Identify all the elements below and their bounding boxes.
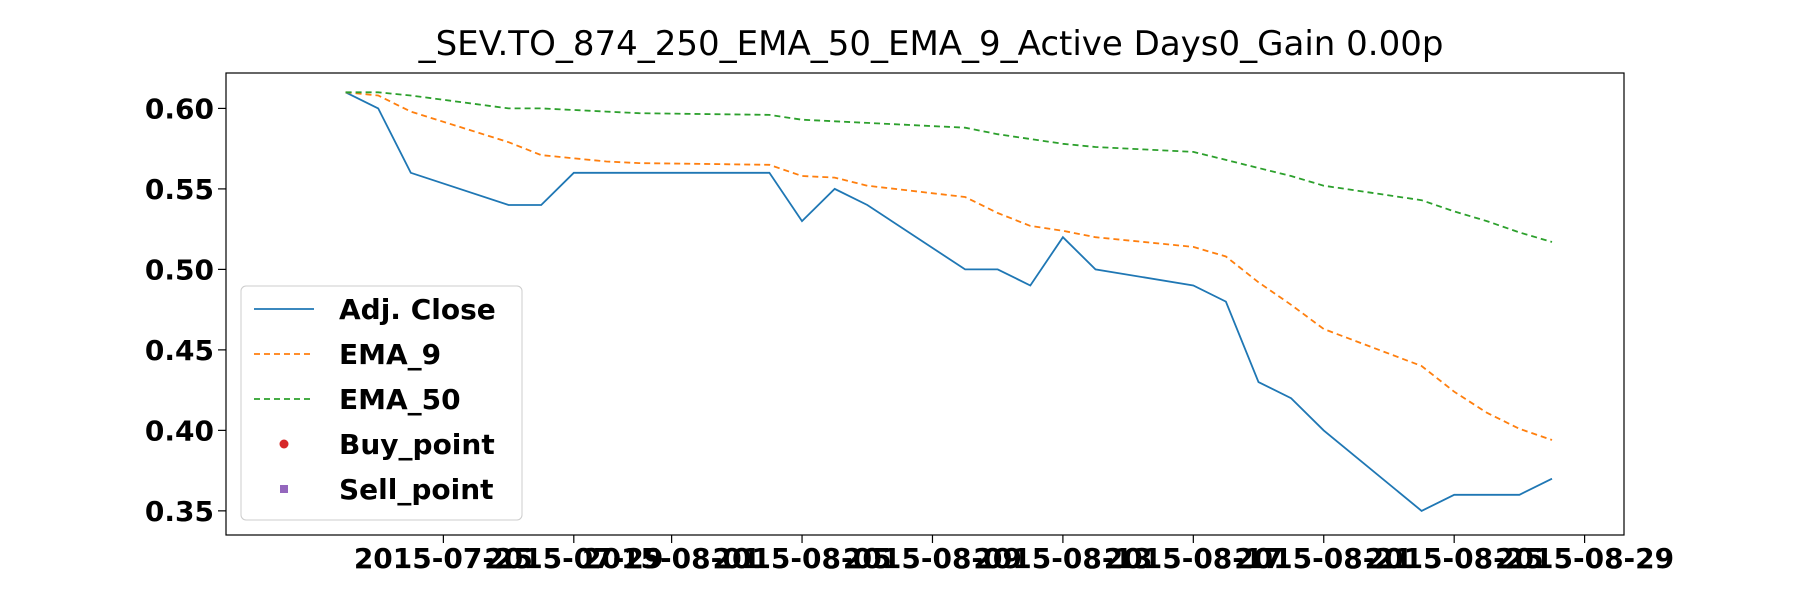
x-tick-label: 2015-08-01 <box>582 542 761 575</box>
series-line-ema-50 <box>345 91 1553 243</box>
legend-marker-buy-point <box>279 439 289 449</box>
x-tick-label: 2015-07-29 <box>484 542 663 575</box>
legend-label-buy-point: Buy_point <box>339 428 495 461</box>
y-tick-label: 0.40 <box>145 414 214 447</box>
legend-box <box>240 285 523 521</box>
y-tick-label: 0.60 <box>145 92 214 125</box>
y-tick-label: 0.55 <box>145 173 214 206</box>
x-tick-label: 2015-08-05 <box>712 542 891 575</box>
legend-label-ema-50: EMA_50 <box>339 383 461 416</box>
x-tick-label: 2015-08-21 <box>1234 542 1413 575</box>
series-lines <box>345 91 1553 512</box>
y-axis: 0.35 0.40 0.45 0.50 0.55 0.60 <box>145 92 226 528</box>
chart-title: _SEV.TO_874_250_EMA_50_EMA_9_Active Days… <box>418 24 1444 64</box>
plot-area <box>225 72 1625 536</box>
x-tick-label: 2015-08-29 <box>1495 542 1674 575</box>
x-tick-label: 2015-08-25 <box>1365 542 1544 575</box>
series-line-ema-9 <box>345 91 1553 441</box>
x-tick-label: 2015-08-09 <box>843 542 1022 575</box>
legend: Adj. Close EMA_9 EMA_50 Buy_point Sell_point <box>240 285 523 521</box>
legend-label-adj-close: Adj. Close <box>339 293 496 326</box>
x-tick-label: 2015-08-13 <box>973 542 1152 575</box>
legend-label-sell-point: Sell_point <box>339 473 494 506</box>
series-line-adj-close <box>345 91 1553 512</box>
y-tick-label: 0.50 <box>145 253 214 286</box>
legend-marker-sell-point <box>280 485 288 493</box>
x-axis: 2015-07-252015-07-292015-08-012015-08-05… <box>354 535 1674 575</box>
x-tick-label: 2015-08-17 <box>1104 542 1283 575</box>
y-tick-label: 0.45 <box>145 334 214 367</box>
y-tick-label: 0.35 <box>145 495 214 528</box>
legend-label-ema-9: EMA_9 <box>339 338 441 371</box>
x-tick-label: 2015-07-25 <box>354 542 533 575</box>
